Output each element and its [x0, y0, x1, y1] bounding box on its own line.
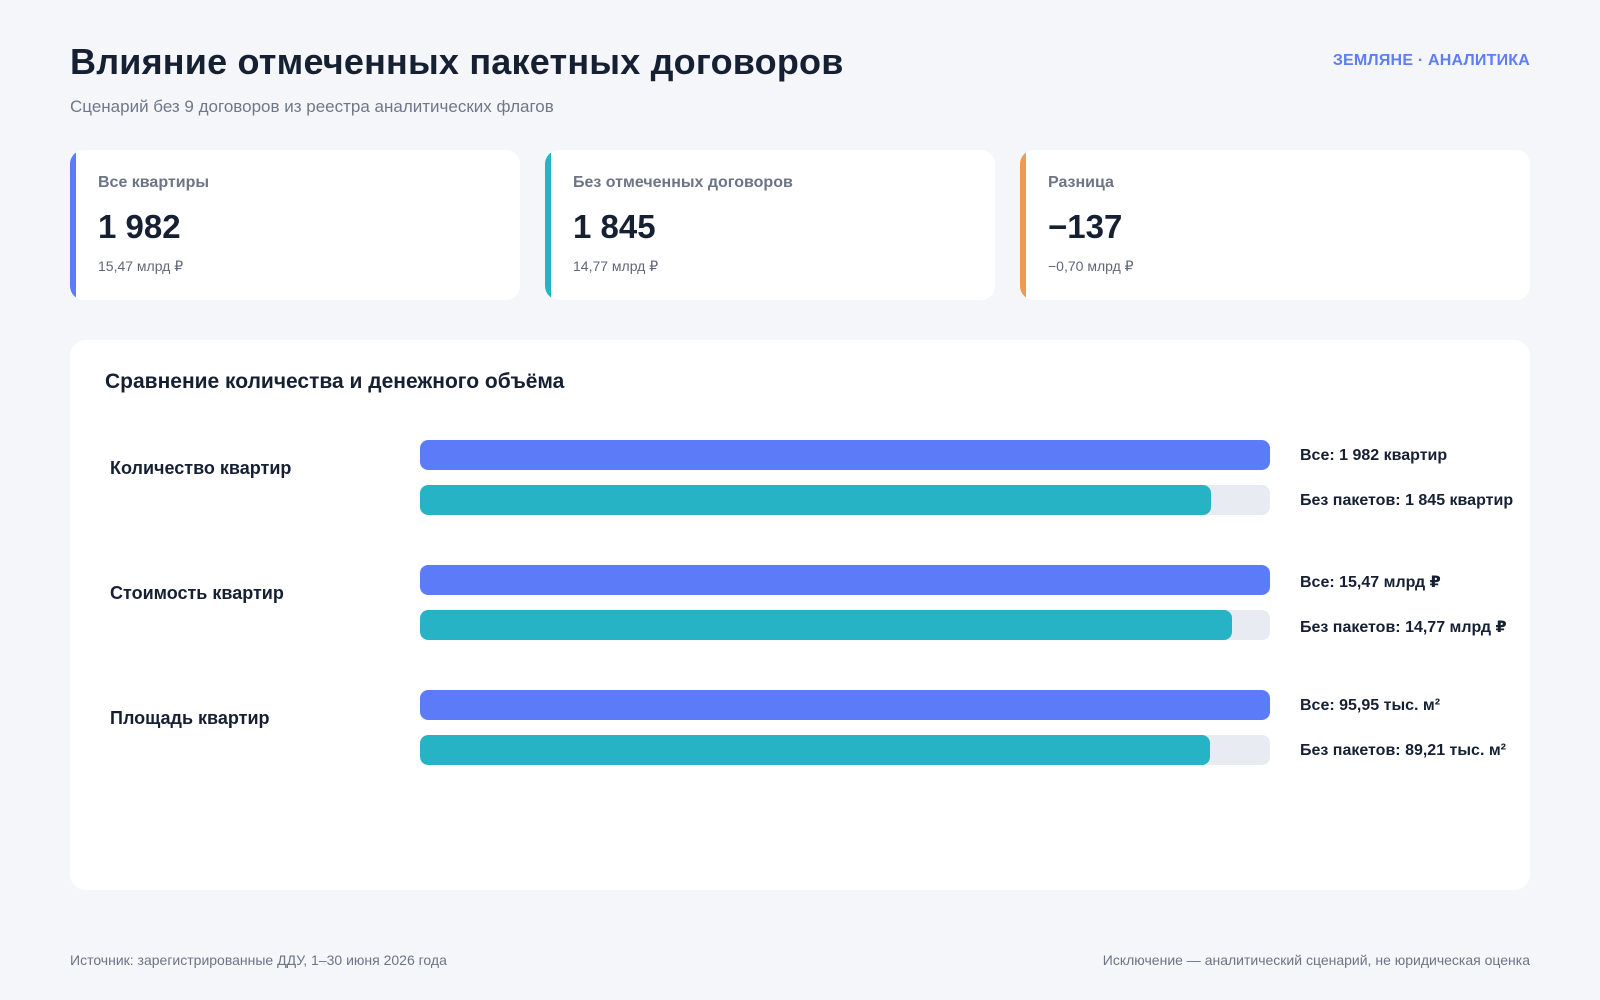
kpi-card-all: Все квартиры 1 982 15,47 млрд ₽ — [70, 150, 520, 300]
footer-note: Исключение — аналитический сценарий, не … — [1102, 952, 1530, 968]
kpi-accent-bar — [1020, 150, 1026, 300]
kpi-accent-bar — [545, 150, 551, 300]
kpi-sub: 15,47 млрд ₽ — [98, 258, 184, 274]
kpi-value: 1 982 — [98, 208, 181, 245]
page-title: Влияние отмеченных пакетных договоров — [70, 41, 844, 82]
kpi-value: −137 — [1048, 208, 1123, 245]
bar-without-area — [420, 735, 1211, 765]
category-label: Площадь квартир — [110, 708, 270, 728]
bar-track — [420, 735, 1270, 765]
footer-source: Источник: зарегистрированные ДДУ, 1–30 и… — [70, 952, 447, 968]
bar-label-all-cost: Все: 15,47 млрд ₽ — [1300, 574, 1441, 591]
bar-all-area — [420, 690, 1270, 720]
kpi-label: Разница — [1048, 174, 1114, 191]
page-header: Влияние отмеченных пакетных договоров Сц… — [70, 40, 1530, 118]
kpi-card-difference: Разница −137 −0,70 млрд ₽ — [1020, 150, 1530, 300]
brand-label: ЗЕМЛЯНЕ · АНАЛИТИКА — [1332, 52, 1530, 69]
kpi-row: Все квартиры 1 982 15,47 млрд ₽ Без отме… — [70, 150, 1530, 300]
category-label: Стоимость квартир — [110, 583, 284, 603]
chart-title: Сравнение количества и денежного объёма — [105, 370, 565, 393]
bar-label-all-area: Все: 95,95 тыс. м² — [1300, 697, 1441, 714]
kpi-accent-bar — [70, 150, 76, 300]
bar-all-cost — [420, 565, 1270, 595]
kpi-sub: −0,70 млрд ₽ — [1048, 258, 1134, 274]
bar-all-count — [420, 440, 1270, 470]
kpi-value: 1 845 — [573, 208, 656, 245]
bar-track — [420, 690, 1270, 720]
kpi-label: Все квартиры — [98, 174, 209, 191]
bar-label-without-area: Без пакетов: 89,21 тыс. м² — [1300, 742, 1506, 759]
bar-without-cost — [420, 610, 1232, 640]
bar-track — [420, 485, 1270, 515]
bar-without-count — [420, 485, 1212, 515]
bar-track — [420, 610, 1270, 640]
kpi-sub: 14,77 млрд ₽ — [573, 258, 659, 274]
kpi-label: Без отмеченных договоров — [573, 174, 793, 191]
kpi-card-without: Без отмеченных договоров 1 845 14,77 млр… — [545, 150, 995, 300]
bar-label-without-count: Без пакетов: 1 845 квартир — [1300, 492, 1514, 509]
comparison-chart-panel: Сравнение количества и денежного объёма … — [70, 340, 1530, 890]
bar-track — [420, 565, 1270, 595]
category-label: Количество квартир — [110, 458, 292, 478]
page-subtitle: Сценарий без 9 договоров из реестра анал… — [70, 97, 554, 116]
bar-label-all-count: Все: 1 982 квартир — [1300, 447, 1448, 464]
bar-label-without-cost: Без пакетов: 14,77 млрд ₽ — [1300, 619, 1507, 636]
bar-track — [420, 440, 1270, 470]
